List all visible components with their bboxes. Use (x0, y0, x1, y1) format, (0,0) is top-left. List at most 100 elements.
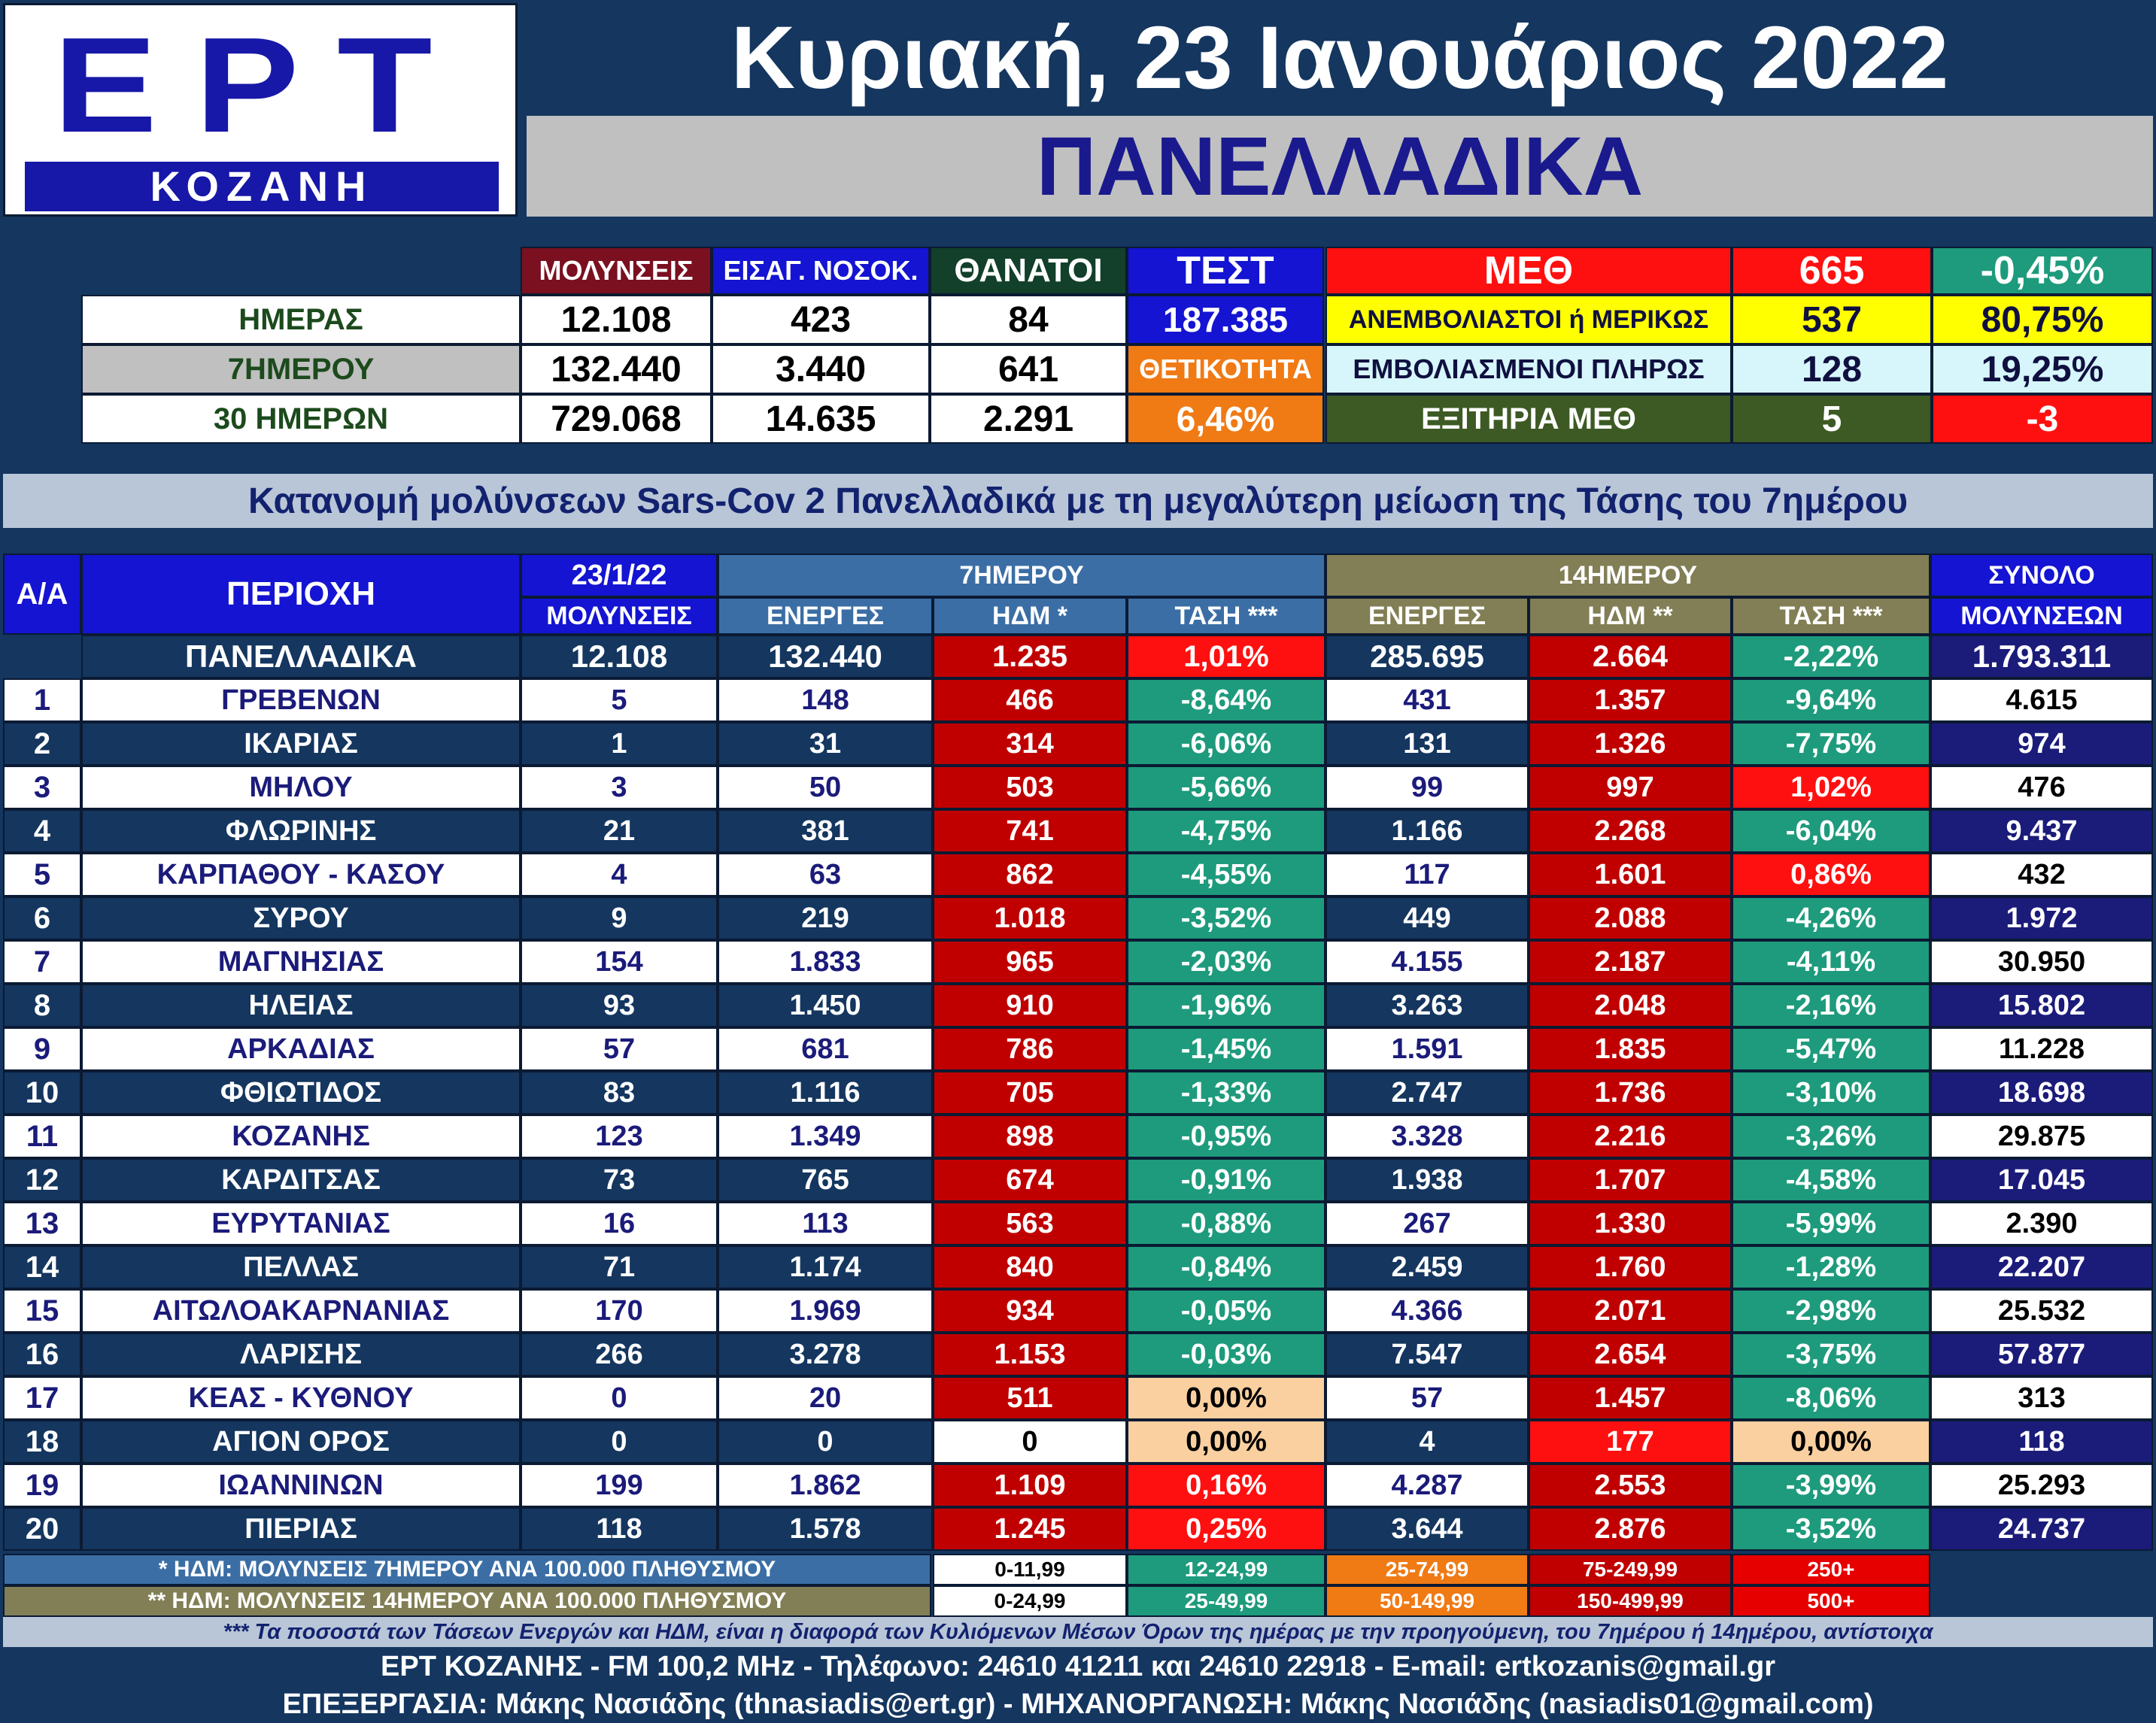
row-aa: 4 (3, 809, 81, 853)
row-total: 1.972 (1930, 896, 2153, 940)
row-trend-14: -6,04% (1732, 809, 1930, 853)
footer-credits: ΕΠΕΞΕΡΓΑΣΙΑ: Μάκης Νασιάδης (thnasiadis@… (282, 1688, 1874, 1720)
row-active-7: 148 (718, 678, 933, 722)
row-region: ΙΩΑΝΝΙΝΩΝ (81, 1464, 521, 1507)
ert-kozani-logo: ΕΡΤ ΚΟΖΑΝΗ (3, 3, 518, 217)
row-region: ΓΡΕΒΕΝΩΝ (81, 678, 521, 722)
icu-discharged-change: -3 (1932, 394, 2153, 444)
row-trend-7: -4,75% (1127, 809, 1325, 853)
row-region: ΚΑΡΠΑΘΟΥ - ΚΑΣΟΥ (81, 853, 521, 896)
row-infections: 123 (521, 1115, 718, 1158)
row-total: 9.437 (1930, 809, 2153, 853)
positivity-label: ΘΕΤΙΚΟΤΗΤΑ (1127, 344, 1324, 394)
unvaccinated-value: 537 (1732, 295, 1932, 344)
row-region: ΑΙΤΩΛΟΑΚΑΡΝΑΝΙΑΣ (81, 1289, 521, 1333)
row-region: ΚΟΖΑΝΗΣ (81, 1115, 521, 1158)
row-hdm-14: 2.268 (1529, 809, 1732, 853)
row-infections: 5 (521, 678, 718, 722)
row-trend-7: -1,96% (1127, 984, 1325, 1027)
row-active-7: 1.862 (718, 1464, 933, 1507)
row-region: ΦΘΙΩΤΙΔΟΣ (81, 1071, 521, 1115)
row-infections: 118 (521, 1507, 718, 1551)
legend-range-7day: 12-24,99 (1127, 1554, 1325, 1585)
row-hdm-7: 1.018 (933, 896, 1127, 940)
footer-contact: ΕΡΤ ΚΟΖΑΝΗΣ - FM 100,2 MHz - Τηλέφωνο: 2… (381, 1650, 1775, 1682)
row-active-14: 267 (1325, 1202, 1529, 1245)
row-trend-14: -8,06% (1732, 1376, 1930, 1420)
summary-row-infections: 12.108 (521, 295, 712, 344)
legend-range-14day: 150-499,99 (1529, 1585, 1732, 1617)
row-infections: 154 (521, 940, 718, 984)
row-hdm-14: 997 (1529, 766, 1732, 809)
row-region: ΑΓΙΟΝ ΟΡΟΣ (81, 1420, 521, 1464)
summary-header-tests: ΤΕΣΤ (1127, 247, 1324, 295)
row-trend-7: 0,25% (1127, 1507, 1325, 1551)
row-aa: 18 (3, 1420, 81, 1464)
row-active-7: 1.833 (718, 940, 933, 984)
unvaccinated-percent: 80,75% (1932, 295, 2153, 344)
row-infections: 9 (521, 896, 718, 940)
row-active-7: 1.578 (718, 1507, 933, 1551)
summary-row-deaths: 641 (930, 344, 1127, 394)
legend-range-7day: 250+ (1732, 1554, 1930, 1585)
row-active-7: 1.116 (718, 1071, 933, 1115)
row-infections: 83 (521, 1071, 718, 1115)
row-trend-7: -3,52% (1127, 896, 1325, 940)
row-infections: 170 (521, 1289, 718, 1333)
row-hdm-7: 862 (933, 853, 1127, 896)
row-infections: 93 (521, 984, 718, 1027)
row-hdm-14: 1.601 (1529, 853, 1732, 896)
page-title: ΠΑΝΕΛΛΑΔΙΚΑ (527, 116, 2153, 217)
row-trend-7: -1,33% (1127, 1071, 1325, 1115)
row-trend-14: -5,99% (1732, 1202, 1930, 1245)
row-hdm-7: 741 (933, 809, 1127, 853)
row-trend-14: -3,52% (1732, 1507, 1930, 1551)
header-total-top: ΣΥΝΟΛΟ (1930, 554, 2153, 597)
summary-row-deaths: 2.291 (930, 394, 1127, 444)
row-trend-14: 0,00% (1732, 1420, 1930, 1464)
legend-range-7day: 25-74,99 (1325, 1554, 1529, 1585)
header-region: ΠΕΡΙΟΧΗ (81, 554, 521, 635)
row-hdm-14: 1.835 (1529, 1027, 1732, 1071)
row-hdm-14: 2.553 (1529, 1464, 1732, 1507)
header-hdm-7: ΗΔΜ * (933, 597, 1127, 635)
national-trend-7: 1,01% (1127, 635, 1325, 678)
row-trend-14: -3,10% (1732, 1071, 1930, 1115)
icu-label: ΜΕΘ (1325, 247, 1732, 295)
row-trend-14: -9,64% (1732, 678, 1930, 722)
summary-row-label: 30 ΗΜΕΡΩΝ (81, 394, 521, 444)
row-hdm-14: 1.736 (1529, 1071, 1732, 1115)
row-trend-14: -3,75% (1732, 1333, 1930, 1376)
legend-range-14day: 0-24,99 (933, 1585, 1127, 1617)
legend-note-14day: ** ΗΔΜ: ΜΟΛΥΝΣΕΙΣ 14ΗΜΕΡΟΥ ΑΝΑ 100.000 Π… (3, 1585, 931, 1617)
row-hdm-7: 674 (933, 1158, 1127, 1202)
row-active-14: 1.938 (1325, 1158, 1529, 1202)
row-trend-7: -4,55% (1127, 853, 1325, 896)
row-region: ΜΗΛΟΥ (81, 766, 521, 809)
date-heading: Κυριακή, 23 Ιανουάριος 2022 (527, 3, 2153, 113)
row-hdm-7: 705 (933, 1071, 1127, 1115)
header-active-7: ΕΝΕΡΓΕΣ (718, 597, 933, 635)
row-hdm-7: 503 (933, 766, 1127, 809)
row-hdm-7: 511 (933, 1376, 1127, 1420)
row-total: 22.207 (1930, 1245, 2153, 1289)
row-trend-7: -0,84% (1127, 1245, 1325, 1289)
row-hdm-7: 466 (933, 678, 1127, 722)
row-active-7: 219 (718, 896, 933, 940)
header-trend-14: ΤΑΣΗ *** (1732, 597, 1930, 635)
row-region: ΕΥΡΥΤΑΝΙΑΣ (81, 1202, 521, 1245)
row-hdm-7: 898 (933, 1115, 1127, 1158)
row-trend-7: -0,03% (1127, 1333, 1325, 1376)
footer-note: *** Τα ποσοστά των Τάσεων Ενεργών και ΗΔ… (3, 1617, 2153, 1647)
header-aa: Α/Α (3, 554, 81, 635)
row-hdm-14: 1.707 (1529, 1158, 1732, 1202)
row-total: 18.698 (1930, 1071, 2153, 1115)
row-trend-7: 0,00% (1127, 1376, 1325, 1420)
row-hdm-7: 1.153 (933, 1333, 1127, 1376)
row-region: ΠΙΕΡΙΑΣ (81, 1507, 521, 1551)
row-trend-14: -4,26% (1732, 896, 1930, 940)
summary-row-hospital: 423 (712, 295, 930, 344)
row-active-14: 117 (1325, 853, 1529, 896)
